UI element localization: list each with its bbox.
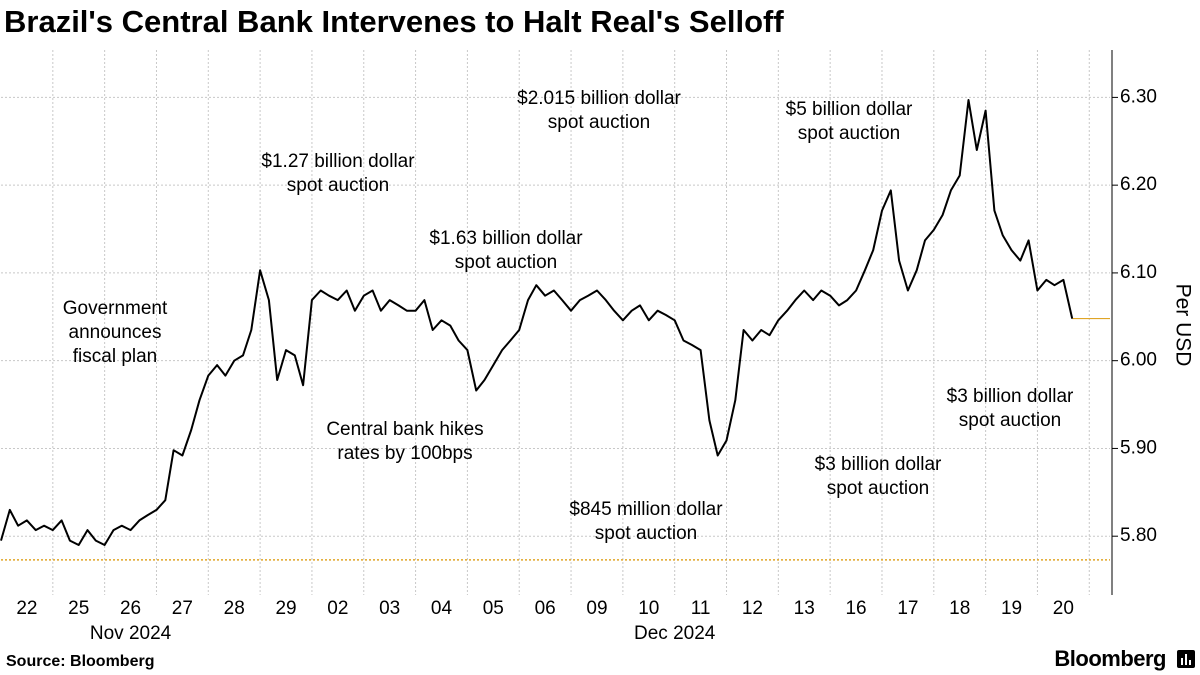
annotation: spot auction: [827, 478, 929, 499]
x-tick-label: 22: [16, 598, 37, 619]
x-tick-label: 13: [794, 598, 815, 619]
month-label: Dec 2024: [634, 623, 716, 644]
annotation: $3 billion dollar: [815, 454, 942, 475]
y-tick-label: 6.30: [1120, 86, 1157, 107]
x-tick-label: 06: [535, 598, 556, 619]
annotation: $1.27 billion dollar: [261, 151, 415, 172]
y-tick-label: 5.90: [1120, 437, 1157, 458]
logo: Bloomberg: [1054, 646, 1166, 671]
x-tick-label: 03: [379, 598, 400, 619]
month-label: Nov 2024: [90, 623, 172, 644]
annotation: rates by 100bps: [337, 443, 472, 464]
x-tick-label: 26: [120, 598, 141, 619]
annotation: spot auction: [455, 252, 557, 273]
x-tick-label: 12: [742, 598, 763, 619]
annotation: spot auction: [798, 123, 900, 144]
source: Source: Bloomberg: [6, 653, 154, 670]
x-tick-label: 04: [431, 598, 453, 619]
annotation: Government: [63, 298, 168, 319]
x-tick-label: 18: [949, 598, 970, 619]
y-tick-label: 5.80: [1120, 525, 1157, 546]
x-tick-label: 16: [845, 598, 866, 619]
annotation: Central bank hikes: [326, 419, 483, 440]
y-tick-label: 6.00: [1120, 350, 1157, 371]
x-tick-label: 02: [327, 598, 348, 619]
annotation: fiscal plan: [73, 346, 158, 367]
x-tick-label: 17: [897, 598, 918, 619]
annotation: $2.015 billion dollar: [517, 88, 681, 109]
x-tick-label: 28: [224, 598, 245, 619]
annotation: $5 billion dollar: [786, 99, 913, 120]
x-tick-label: 19: [1001, 598, 1022, 619]
x-tick-label: 05: [483, 598, 504, 619]
x-tick-label: 27: [172, 598, 193, 619]
annotation: $1.63 billion dollar: [429, 228, 583, 249]
annotation: spot auction: [595, 523, 697, 544]
chart-title: Brazil's Central Bank Intervenes to Halt…: [4, 4, 784, 39]
x-tick-label: 20: [1053, 598, 1074, 619]
annotation: spot auction: [548, 112, 650, 133]
annotation: spot auction: [287, 175, 389, 196]
annotation: announces: [69, 322, 162, 343]
y-tick-label: 6.10: [1120, 262, 1157, 283]
x-tick-label: 09: [586, 598, 607, 619]
logo-icon: [1177, 650, 1195, 668]
annotation: $845 million dollar: [569, 499, 723, 520]
x-tick-label: 29: [275, 598, 296, 619]
price-line: [0, 99, 1074, 546]
y-tick-label: 6.20: [1120, 174, 1157, 195]
annotation: $3 billion dollar: [947, 386, 1074, 407]
x-tick-label: 10: [638, 598, 659, 619]
y-axis-label: Per USD: [1171, 284, 1194, 367]
x-tick-label: 11: [691, 598, 711, 619]
x-tick-label: 25: [68, 598, 89, 619]
annotation: spot auction: [959, 410, 1061, 431]
